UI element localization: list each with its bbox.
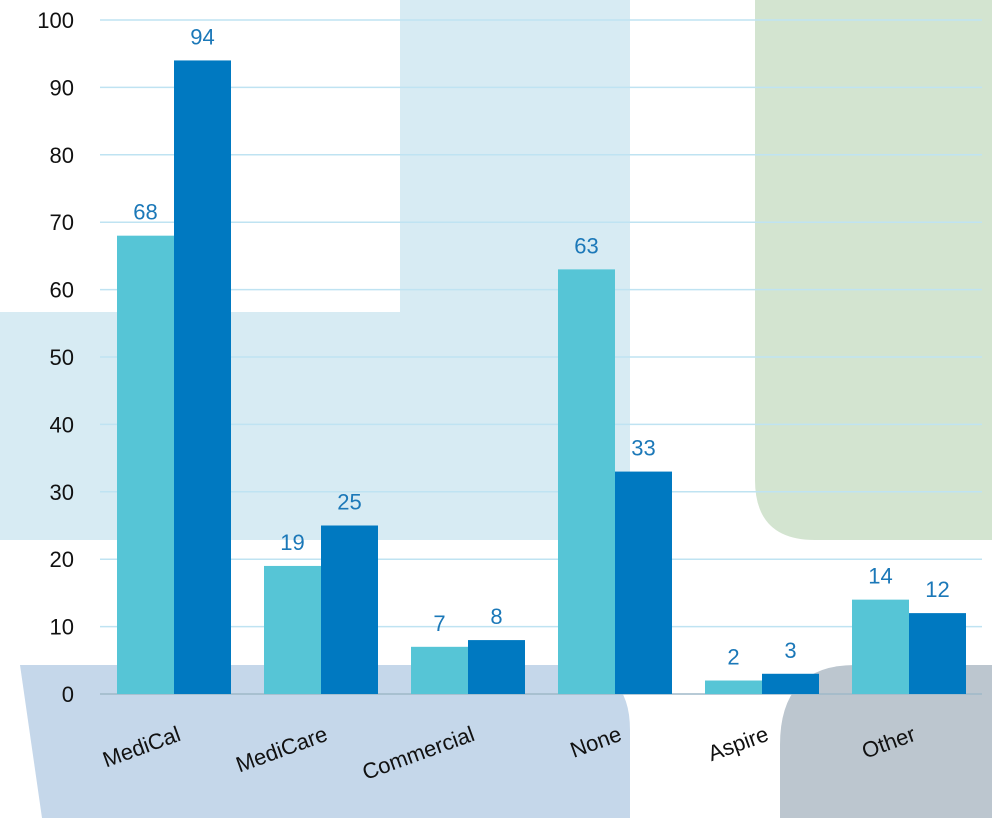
y-tick-label: 10 [50,615,74,640]
y-tick-label: 70 [50,210,74,235]
bar-value-label: 12 [925,577,949,602]
y-tick-label: 30 [50,480,74,505]
y-tick-label: 90 [50,75,74,100]
y-tick-label: 0 [62,682,74,707]
bar-value-label: 14 [868,564,892,589]
bar [852,599,909,694]
bar-value-label: 7 [433,611,445,636]
y-tick-label: 20 [50,547,74,572]
bar [174,60,231,694]
data-labels: 68 94 19 25 7 8 63 33 2 3 14 12 [133,24,949,669]
bar [558,269,615,694]
bar [321,525,378,694]
bar-value-label: 19 [280,530,304,555]
bar [411,646,468,694]
bg-periwinkle-shape [20,665,630,818]
bar-value-label: 8 [490,604,502,629]
bar [909,613,966,694]
x-category-label: Aspire [705,721,772,766]
bar-value-label: 25 [337,490,361,515]
bar [762,673,819,694]
gridlines [100,19,982,695]
bar-value-label: 68 [133,200,157,225]
bar-value-label: 33 [631,436,655,461]
bg-light-blue-shape [0,0,630,540]
bar-value-label: 2 [727,645,739,670]
bar [264,565,321,694]
bar-value-label: 63 [574,233,598,258]
bars [117,60,966,694]
bar-value-label: 3 [784,638,796,663]
y-tick-label: 80 [50,143,74,168]
bar-value-label: 94 [190,24,214,49]
y-tick-label: 60 [50,278,74,303]
bg-gray-shape [780,665,992,818]
y-axis-ticks: 0 10 20 30 40 50 60 70 80 90 100 [37,8,74,707]
bar [117,235,174,694]
y-tick-label: 50 [50,345,74,370]
y-tick-label: 100 [37,8,74,33]
bar [705,680,762,694]
y-tick-label: 40 [50,412,74,437]
bg-green-shape [755,0,992,540]
bar [468,640,525,694]
bar [615,471,672,694]
